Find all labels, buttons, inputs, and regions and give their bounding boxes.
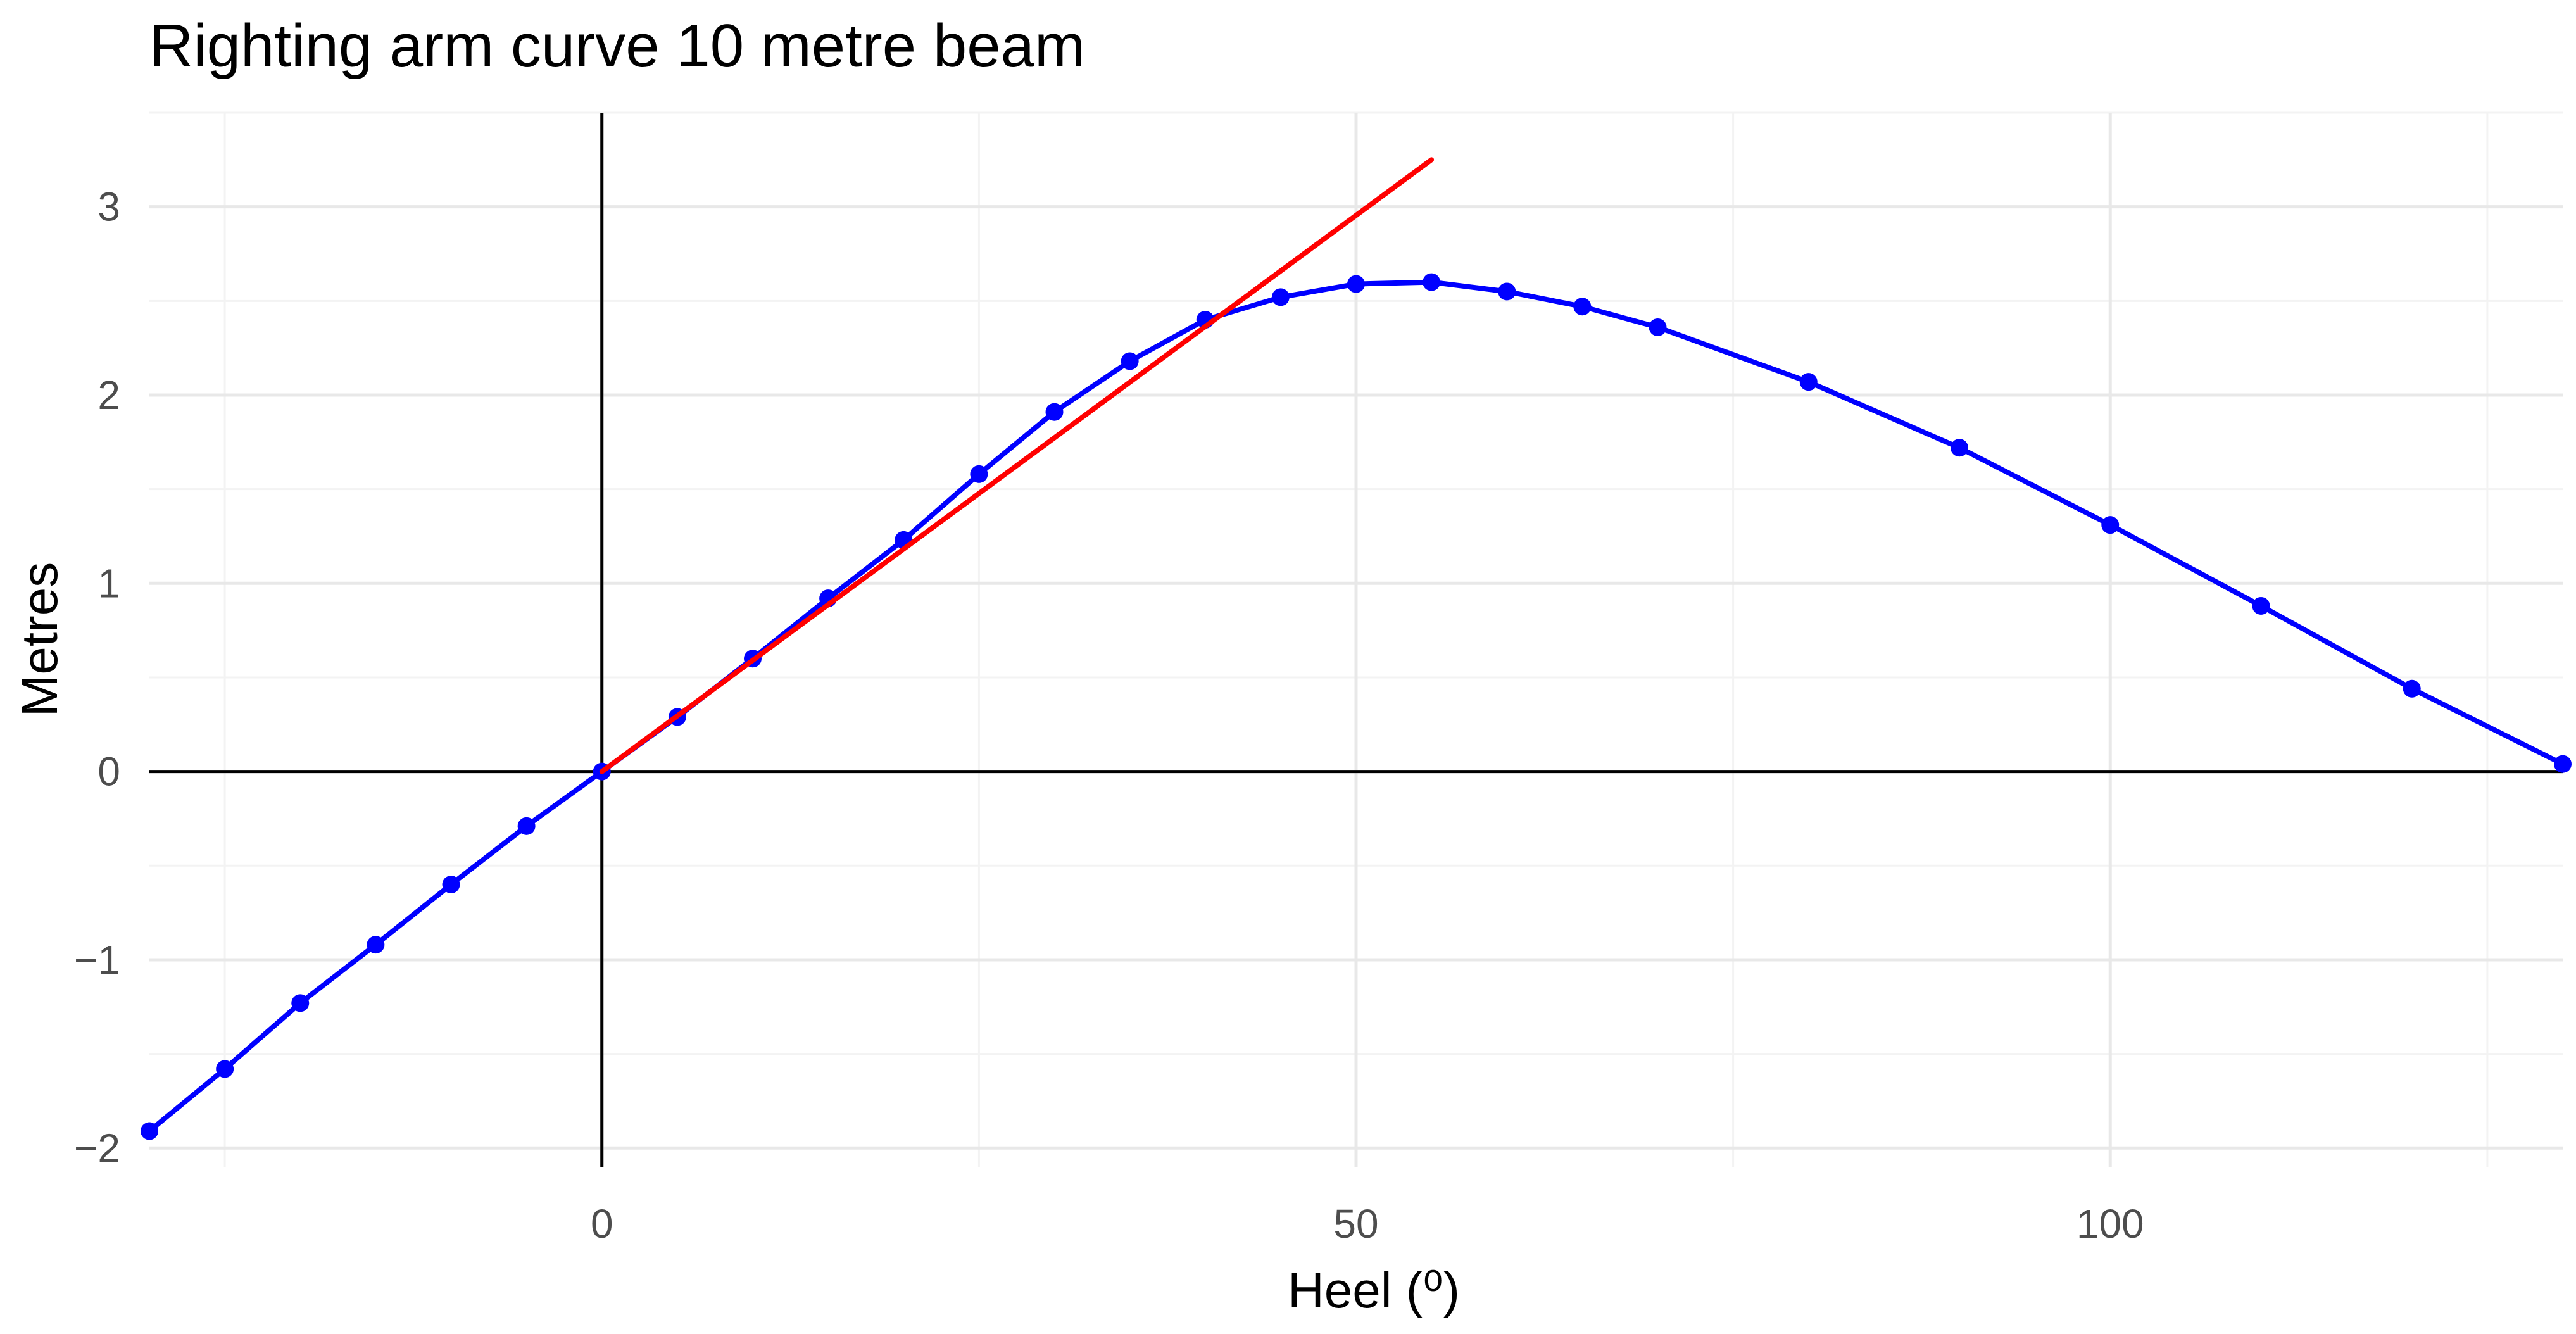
data-point-marker — [367, 936, 385, 954]
x-axis-title: Heel (⁰) — [1288, 1262, 1460, 1318]
data-point-marker — [970, 465, 988, 483]
data-point-marker — [1799, 373, 1818, 391]
y-tick-label: 3 — [97, 184, 120, 230]
x-tick-label: 100 — [2077, 1201, 2144, 1247]
data-point-marker — [216, 1060, 234, 1078]
data-point-marker — [1121, 352, 1139, 370]
y-axis-title: Metres — [11, 562, 68, 717]
data-point-marker — [1423, 273, 1441, 291]
y-tick-label: 2 — [97, 372, 120, 418]
data-series — [141, 157, 2572, 1140]
data-point-marker — [2252, 596, 2270, 615]
data-point-marker — [1951, 439, 1968, 457]
data-point-marker — [2554, 755, 2572, 773]
data-point-marker — [2101, 516, 2120, 534]
y-tick-label: −2 — [74, 1125, 120, 1171]
data-point-marker — [1045, 403, 1064, 421]
data-point-marker — [1347, 275, 1365, 293]
y-tick-label: −1 — [74, 937, 120, 983]
zero-reference-lines — [149, 113, 2563, 1167]
x-tick-label: 0 — [591, 1201, 613, 1247]
data-point-marker — [141, 1122, 158, 1140]
data-point-marker — [517, 817, 536, 835]
data-point-marker — [291, 994, 310, 1012]
data-point-marker — [1498, 282, 1516, 301]
y-tick-label: 1 — [97, 560, 120, 606]
data-point-marker — [442, 876, 460, 894]
data-point-marker — [1573, 298, 1592, 316]
y-tick-label: 0 — [97, 749, 120, 795]
chart-title: Righting arm curve 10 metre beam — [149, 12, 1085, 80]
initial-slope-tangent-line — [599, 157, 1435, 774]
data-point-marker — [1649, 318, 1667, 336]
data-point-marker — [1271, 288, 1290, 306]
data-point-marker — [2403, 679, 2421, 698]
tick-labels: 0 50 100 −2 −1 0 1 2 3 — [74, 184, 2144, 1247]
x-tick-label: 50 — [1333, 1201, 1378, 1247]
